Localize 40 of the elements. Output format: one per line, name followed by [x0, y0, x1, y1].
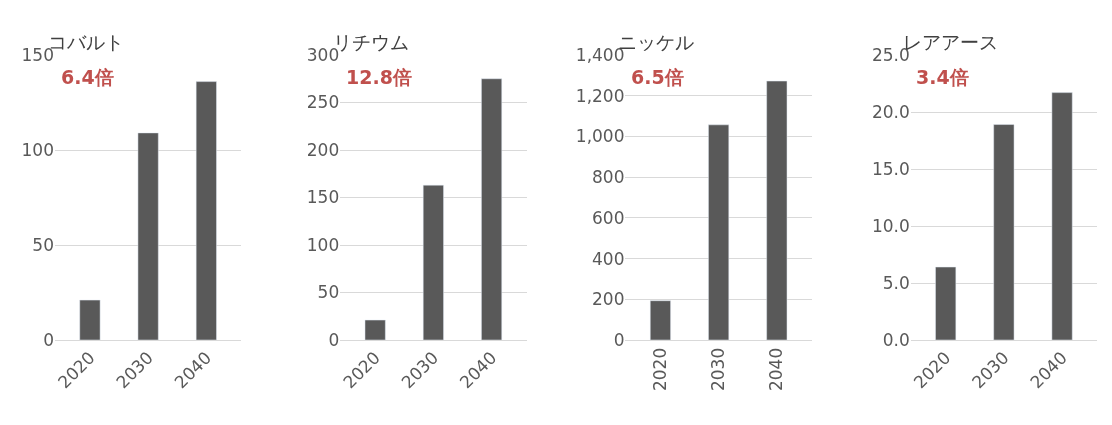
x-tick-label: 2040 [766, 347, 787, 392]
annotation: 3.4倍 [916, 66, 969, 88]
y-tick-label: 0 [328, 329, 340, 350]
bar [1051, 92, 1073, 340]
y-tick-label: 200 [306, 139, 340, 160]
bar [993, 124, 1015, 340]
bar [137, 132, 159, 340]
bar [195, 81, 217, 340]
y-tick-label: 100 [306, 234, 340, 255]
bar [79, 299, 101, 340]
y-tick-label: 200 [592, 289, 625, 310]
bar [935, 266, 957, 340]
y-tick-label: 15.0 [871, 158, 910, 179]
y-tick-label: 5.0 [882, 272, 910, 293]
bar [708, 124, 730, 340]
y-tick-label: 20.0 [871, 101, 910, 122]
annotation: 12.8倍 [346, 66, 412, 88]
y-tick-label: 150 [306, 187, 340, 208]
y-tick-label: 400 [592, 248, 625, 269]
y-tick-label: 50 [317, 282, 340, 303]
bar [766, 80, 788, 340]
y-tick-label: 0 [613, 329, 625, 350]
annotation: 6.4倍 [61, 66, 114, 88]
y-tick-label: 600 [592, 207, 625, 228]
y-tick-label: 0 [43, 329, 54, 350]
y-tick-label: 100 [21, 139, 54, 160]
y-tick-label: 1,200 [575, 85, 625, 106]
x-tick-label: 2030 [708, 347, 729, 392]
bar [422, 184, 444, 340]
y-tick-label: 800 [592, 167, 625, 188]
bar [649, 300, 671, 340]
bar [364, 319, 386, 340]
y-tick-label: 1,000 [575, 126, 625, 147]
y-tick-label: 0.0 [882, 329, 910, 350]
y-tick-label: 10.0 [871, 215, 910, 236]
y-tick-label: 50 [32, 234, 54, 255]
y-tick-label: 250 [306, 92, 340, 113]
bar [481, 78, 503, 340]
x-tick-label: 2020 [649, 347, 670, 392]
annotation: 6.5倍 [631, 66, 684, 88]
